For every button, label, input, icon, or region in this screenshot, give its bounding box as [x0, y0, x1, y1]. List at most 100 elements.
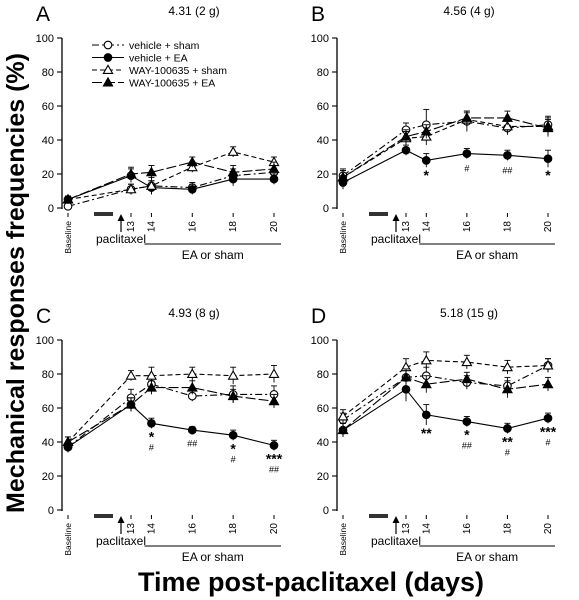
- data-point: [186, 368, 198, 379]
- series-line: [342, 117, 549, 178]
- x-tick-label: 20: [269, 523, 280, 535]
- paclitaxel-label: paclitaxel: [96, 232, 146, 246]
- x-tick-label: 18: [228, 221, 239, 233]
- paclitaxel-arrow-head-icon: [392, 214, 400, 221]
- data-point: [503, 424, 512, 433]
- data-point: [542, 122, 554, 133]
- data-point: [125, 183, 137, 194]
- data-point: [186, 156, 198, 167]
- paclitaxel-arrow-head-icon: [392, 516, 400, 523]
- significance-mark: #: [231, 454, 236, 464]
- legend-entry: WAY-100635 + EA: [92, 76, 215, 90]
- legend-marker: [102, 64, 114, 74]
- y-tick-label: 60: [317, 403, 329, 415]
- series-way-100635-sham: [62, 365, 280, 448]
- y-tick-label: 80: [317, 67, 329, 79]
- y-tick-label: 80: [317, 369, 329, 381]
- x-tick-label: 13: [401, 523, 412, 535]
- x-tick-label: 13: [126, 523, 137, 535]
- series-way-100635-sham: [337, 112, 554, 185]
- y-tick-label: 40: [42, 135, 54, 147]
- panel-c: C 4.93 (8 g) 0 20 40 60 80 100 Baseline 13 14 16 18 2…: [36, 305, 283, 564]
- data-point: [268, 163, 280, 173]
- ea-label: EA or sham: [456, 248, 518, 262]
- data-point: [420, 125, 432, 136]
- x-tick-label: 14: [421, 523, 432, 535]
- x-tick-label: 16: [187, 523, 198, 535]
- panel-b: B 4.56 (4 g) 0 20 40 60 80 100 Baseline 13 14 16 18 2…: [311, 3, 555, 262]
- legend-marker: [102, 76, 114, 87]
- significance-mark: #: [464, 164, 469, 174]
- y-tick-label: 20: [42, 169, 54, 181]
- data-point: [268, 368, 280, 379]
- series-line: [67, 387, 275, 443]
- series-line: [342, 388, 549, 431]
- data-point: [421, 156, 431, 165]
- panel-letter: B: [311, 3, 325, 26]
- series-line: [67, 175, 274, 201]
- significance-mark: *: [545, 167, 551, 183]
- series-way-100635-ea: [337, 110, 554, 185]
- series-vehicle-sham: [338, 108, 553, 183]
- significance-mark: *: [149, 428, 155, 444]
- panel-title: 5.18 (15 g): [440, 306, 498, 320]
- data-point: [420, 378, 432, 389]
- paclitaxel-bar: [369, 212, 388, 216]
- legend-label: vehicle + EA: [129, 53, 188, 65]
- x-tick-label: 20: [543, 523, 554, 535]
- data-point: [145, 166, 157, 177]
- paclitaxel-bar: [94, 514, 113, 518]
- x-tick-label: 18: [502, 523, 513, 535]
- x-tick-label: 13: [126, 221, 137, 233]
- significance-mark: #: [149, 442, 154, 452]
- series-line: [67, 171, 275, 207]
- y-tick-label: 20: [317, 169, 329, 181]
- data-point: [501, 112, 513, 122]
- ea-label: EA or sham: [182, 248, 244, 262]
- legend-entry: WAY-100635 + sham: [92, 64, 227, 77]
- series-line: [342, 119, 548, 178]
- x-tick-label: Baseline: [338, 221, 348, 254]
- x-tick-label: 16: [462, 221, 473, 233]
- data-point: [125, 398, 137, 409]
- paclitaxel-label: paclitaxel: [96, 534, 146, 548]
- data-point: [145, 180, 157, 190]
- y-tick-label: 60: [42, 403, 54, 415]
- data-point: [501, 361, 513, 372]
- legend-label: WAY-100635 + EA: [129, 78, 215, 90]
- data-point: [147, 418, 156, 428]
- y-tick-label: 40: [317, 135, 329, 147]
- data-point: [187, 184, 197, 194]
- y-tick-label: 0: [48, 505, 54, 517]
- series-line: [67, 383, 274, 448]
- legend-label: vehicle + sham: [129, 40, 200, 52]
- panel-d: D 5.18 (15 g) 0 20 40 60 80 100 Baseline 13 14 16 18…: [311, 305, 557, 564]
- y-tick-label: 20: [317, 471, 329, 483]
- panel-title: 4.31 (2 g): [168, 4, 219, 18]
- series-line: [342, 120, 549, 177]
- y-tick-label: 100: [36, 335, 54, 347]
- x-tick-label: Baseline: [338, 523, 348, 556]
- series-line: [67, 151, 275, 201]
- y-tick-label: 40: [42, 437, 54, 449]
- y-tick-label: 60: [42, 101, 54, 113]
- y-tick-label: 80: [42, 67, 54, 79]
- data-point: [227, 146, 239, 156]
- ea-label: EA or sham: [182, 550, 244, 564]
- series-line: [67, 373, 275, 443]
- data-point: [337, 424, 349, 435]
- paclitaxel-bar: [94, 212, 113, 216]
- x-tick-label: 20: [269, 221, 280, 233]
- significance-mark: ##: [502, 165, 512, 175]
- data-point: [62, 193, 74, 204]
- significance-mark: *: [464, 427, 470, 443]
- significance-mark: *: [230, 440, 236, 456]
- legend-marker: [103, 53, 113, 62]
- data-point: [62, 436, 74, 447]
- data-point: [543, 154, 553, 164]
- significance-mark: ##: [462, 441, 472, 451]
- panel-title: 4.93 (8 g): [168, 306, 219, 320]
- data-point: [400, 130, 412, 141]
- x-tick-label: 18: [502, 221, 513, 233]
- x-tick-label: 14: [146, 523, 157, 535]
